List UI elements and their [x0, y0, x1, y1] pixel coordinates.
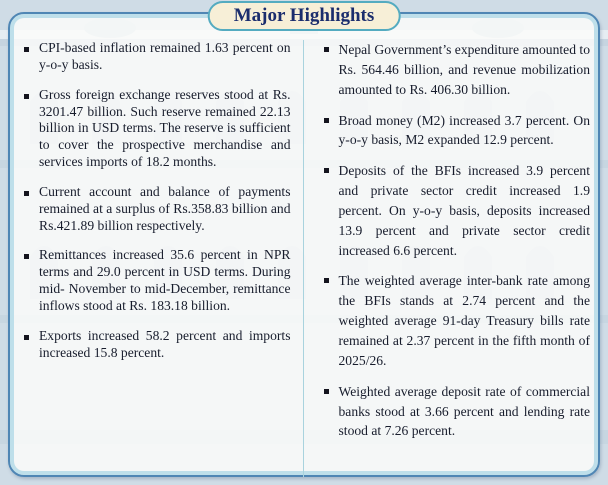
- bullet-square-icon: [323, 168, 329, 174]
- highlight-item: Remittances increased 35.6 percent in NP…: [16, 247, 291, 314]
- bullet-square-icon: [323, 47, 329, 52]
- highlight-item: Weighted average deposit rate of commerc…: [316, 382, 591, 442]
- highlight-text: CPI-based inflation remained 1.63 percen…: [39, 40, 291, 72]
- highlight-item: The weighted average inter-bank rate amo…: [316, 271, 591, 370]
- highlight-text: Current account and balance of payments …: [39, 183, 291, 233]
- bullet-square-icon: [323, 388, 329, 394]
- highlight-text: Nepal Government’s expenditure amounted …: [338, 42, 591, 97]
- bullet-square-icon: [24, 254, 29, 260]
- highlight-item: Gross foreign exchange reserves stood at…: [16, 87, 291, 171]
- highlight-item: Broad money (M2) increased 3.7 percent. …: [316, 111, 591, 151]
- highlight-text: Exports increased 58.2 percent and impor…: [39, 327, 291, 360]
- bullet-square-icon: [24, 93, 29, 99]
- bullet-square-icon: [24, 190, 29, 196]
- highlight-item: Deposits of the BFIs increased 3.9 perce…: [316, 161, 591, 260]
- page-title: Major Highlights: [207, 1, 401, 31]
- highlight-text: Deposits of the BFIs increased 3.9 perce…: [338, 163, 591, 258]
- highlight-item: CPI-based inflation remained 1.63 percen…: [16, 40, 291, 74]
- bullet-square-icon: [24, 334, 29, 340]
- bullet-square-icon: [323, 117, 329, 123]
- highlight-item: Nepal Government’s expenditure amounted …: [316, 40, 591, 100]
- highlight-item: Current account and balance of payments …: [16, 184, 291, 235]
- bullet-square-icon: [24, 47, 29, 52]
- highlights-left-column: CPI-based inflation remained 1.63 percen…: [10, 40, 304, 477]
- highlight-item: Exports increased 58.2 percent and impor…: [16, 328, 291, 362]
- highlight-text: Remittances increased 35.6 percent in NP…: [39, 247, 291, 313]
- highlight-text: The weighted average inter-bank rate amo…: [338, 273, 591, 368]
- highlight-text: Gross foreign exchange reserves stood at…: [39, 86, 291, 170]
- bullet-square-icon: [323, 278, 329, 284]
- highlight-text: Broad money (M2) increased 3.7 percent. …: [338, 112, 591, 148]
- highlights-columns: CPI-based inflation remained 1.63 percen…: [10, 40, 598, 477]
- highlight-text: Weighted average deposit rate of commerc…: [338, 383, 591, 439]
- highlights-right-column: Nepal Government’s expenditure amounted …: [304, 40, 599, 477]
